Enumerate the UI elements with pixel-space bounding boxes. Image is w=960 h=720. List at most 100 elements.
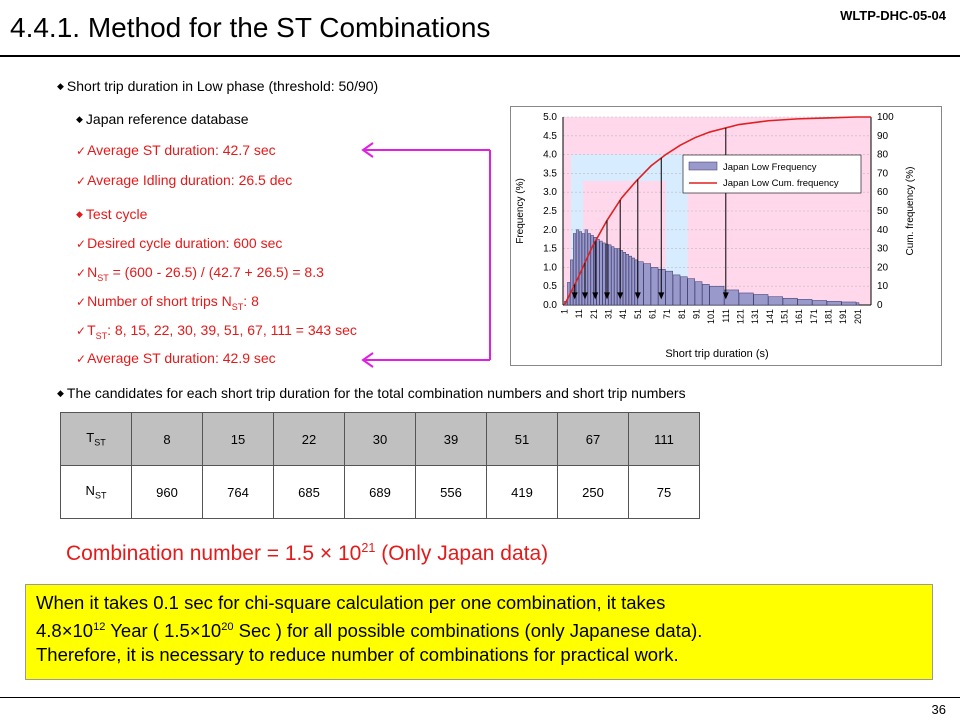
page-number: 36 bbox=[931, 702, 946, 717]
table-cell: 75 bbox=[628, 465, 700, 519]
marker-arrow-icon bbox=[582, 292, 588, 300]
table-cell: 419 bbox=[486, 465, 558, 519]
avg-st-duration: ✓Average ST duration: 42.9 sec bbox=[76, 350, 276, 366]
frequency-bar bbox=[687, 278, 695, 306]
nst-subscript: ST bbox=[97, 272, 109, 283]
frequency-bar bbox=[611, 246, 615, 306]
note-exp2: 20 bbox=[221, 621, 234, 633]
x-tick-label: 201 bbox=[853, 309, 863, 324]
frequency-bar bbox=[694, 281, 703, 306]
x-tick-label: 161 bbox=[794, 309, 804, 324]
x-tick-label: 131 bbox=[750, 309, 760, 324]
document-id: WLTP-DHC-05-04 bbox=[840, 8, 946, 23]
marker-arrow-icon bbox=[592, 292, 599, 300]
marker-arrow-icon bbox=[571, 292, 578, 300]
tst-subscript: ST bbox=[95, 330, 108, 341]
x-tick-label: 171 bbox=[809, 309, 819, 324]
x-tick-label: 151 bbox=[779, 309, 789, 324]
japan-item-idle: ✓Average Idling duration: 26.5 dec bbox=[76, 172, 292, 188]
check-icon: ✓ bbox=[76, 352, 87, 366]
frequency-bar bbox=[680, 276, 688, 306]
frequency-bar bbox=[625, 253, 629, 306]
x-tick-label: 51 bbox=[633, 309, 643, 319]
check-icon: ✓ bbox=[76, 144, 87, 158]
frequency-bar bbox=[841, 301, 857, 306]
table-cell: 8 bbox=[131, 412, 203, 466]
legend-line-label: Japan Low Cum. frequency bbox=[723, 178, 839, 189]
y-tick-label: 3.0 bbox=[543, 187, 557, 198]
y-tick-label: 1.5 bbox=[543, 244, 557, 255]
num-short-trips-text: Number of short trips N bbox=[87, 293, 232, 309]
candidates-text: The candidates for each short trip durat… bbox=[66, 385, 686, 401]
y-tick-label: 3.5 bbox=[543, 168, 557, 179]
x-tick-label: 1 bbox=[559, 309, 569, 314]
frequency-bar bbox=[856, 302, 860, 306]
check-icon: ✓ bbox=[76, 295, 87, 309]
japan-item-st-text: Average ST duration: 42.7 sec bbox=[87, 142, 276, 158]
tst-values-text: : 8, 15, 22, 30, 39, 51, 67, 111 = 343 s… bbox=[107, 322, 357, 338]
x-tick-label: 21 bbox=[589, 309, 599, 319]
test-cycle-heading-text: Test cycle bbox=[85, 206, 148, 222]
marker-arrow-icon bbox=[634, 292, 641, 300]
check-icon: ✓ bbox=[76, 174, 87, 188]
check-icon: ✓ bbox=[76, 324, 87, 338]
table-header-tst: TST bbox=[60, 412, 132, 466]
table-cell: 22 bbox=[273, 412, 345, 466]
nst-formula-text: = (600 - 26.5) / (42.7 + 26.5) = 8.3 bbox=[108, 264, 324, 280]
frequency-bar bbox=[812, 300, 827, 306]
frequency-bar bbox=[622, 252, 627, 306]
desired-duration-text: Desired cycle duration: 600 sec bbox=[87, 235, 283, 251]
table-cell: 67 bbox=[557, 412, 629, 466]
marker-arrow-icon bbox=[617, 292, 624, 300]
y-tick-label: 0.5 bbox=[543, 281, 557, 292]
x-tick-label: 41 bbox=[618, 309, 628, 319]
diamond-bullet-icon: ◆ bbox=[76, 209, 83, 219]
y2-tick-label: 60 bbox=[877, 187, 889, 198]
table-row-tst: TST 8 15 22 30 39 51 67 111 bbox=[60, 412, 700, 466]
table-cell: 111 bbox=[628, 412, 700, 466]
combination-suffix: (Only Japan data) bbox=[375, 542, 549, 565]
arrowhead-top-icon bbox=[361, 142, 374, 158]
cumulative-line bbox=[563, 116, 871, 306]
frequency-bar bbox=[614, 248, 618, 306]
x-tick-label: 191 bbox=[838, 309, 848, 324]
frequency-bar bbox=[753, 294, 769, 306]
table-cell: 51 bbox=[486, 412, 558, 466]
st-table: TST 8 15 22 30 39 51 67 111 NST 960 764 … bbox=[60, 412, 700, 519]
note-line-2: 4.8×1012 Year ( 1.5×1020 Sec ) for all p… bbox=[36, 615, 922, 643]
frequency-bar bbox=[658, 269, 666, 306]
frequency-bar bbox=[587, 233, 591, 306]
frequency-bar bbox=[602, 242, 606, 306]
x-tick-label: 31 bbox=[603, 309, 613, 319]
num-short-trips-value: : 8 bbox=[243, 293, 259, 309]
table-cell: 30 bbox=[344, 412, 416, 466]
nst-formula: ✓NST = (600 - 26.5) / (42.7 + 26.5) = 8.… bbox=[76, 264, 324, 283]
x-tick-label: 11 bbox=[574, 309, 584, 318]
y-tick-label: 4.0 bbox=[543, 150, 557, 161]
nst-label-sub: ST bbox=[94, 490, 107, 501]
test-cycle-heading: ◆ Test cycle bbox=[76, 206, 147, 222]
tst-label: T bbox=[86, 430, 95, 446]
check-icon: ✓ bbox=[76, 266, 87, 280]
y2-tick-label: 50 bbox=[877, 206, 889, 217]
japan-heading: ◆ Japan reference database bbox=[76, 111, 249, 127]
frequency-bar bbox=[738, 292, 754, 306]
y2-tick-label: 30 bbox=[877, 244, 889, 255]
marker-arrow-icon bbox=[658, 292, 665, 300]
bracket-arrow bbox=[361, 142, 491, 368]
legend-bar-label: Japan Low Frequency bbox=[723, 162, 817, 173]
frequency-bar bbox=[608, 244, 612, 306]
check-icon: ✓ bbox=[76, 237, 87, 251]
y2-tick-label: 100 bbox=[877, 112, 894, 123]
note-l2b: Year ( 1.5×10 bbox=[105, 620, 222, 642]
marker-arrow-icon bbox=[604, 292, 610, 300]
legend-bar-swatch bbox=[688, 161, 718, 171]
note-exp1: 12 bbox=[93, 621, 106, 633]
frequency-bar bbox=[599, 240, 603, 306]
japan-item-st: ✓Average ST duration: 42.7 sec bbox=[76, 142, 276, 158]
footer-divider bbox=[0, 697, 960, 698]
frequency-bar bbox=[768, 296, 783, 306]
legend-box bbox=[682, 154, 862, 194]
x-tick-label: 101 bbox=[706, 309, 716, 324]
frequency-bar bbox=[570, 259, 574, 306]
